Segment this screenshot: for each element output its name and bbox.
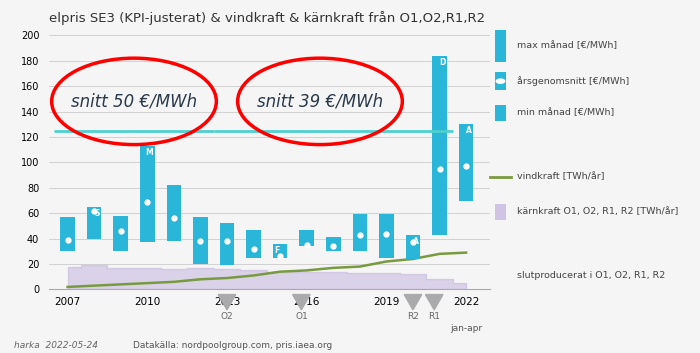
- Bar: [193, 217, 208, 264]
- Text: elpris SE3 (KPI-justerat) & vindkraft & kärnkraft från O1,O2,R1,R2: elpris SE3 (KPI-justerat) & vindkraft & …: [49, 11, 485, 25]
- Bar: [326, 237, 341, 251]
- Text: O1: O1: [295, 312, 308, 321]
- Text: S: S: [94, 209, 100, 218]
- Text: jan-apr: jan-apr: [450, 324, 482, 333]
- Text: kärnkraft O1, O2, R1, R2 [TWh/år]: kärnkraft O1, O2, R1, R2 [TWh/år]: [517, 207, 678, 216]
- Text: max månad [€/MWh]: max månad [€/MWh]: [517, 41, 617, 50]
- Text: harka  2022-05-24: harka 2022-05-24: [14, 341, 98, 350]
- Text: årsgenomsnitt [€/MWh]: årsgenomsnitt [€/MWh]: [517, 76, 629, 86]
- Text: slutproducerat i O1, O2, R1, R2: slutproducerat i O1, O2, R1, R2: [517, 271, 665, 280]
- Text: snitt 50 €/MWh: snitt 50 €/MWh: [71, 92, 197, 110]
- Bar: [220, 223, 235, 265]
- Text: F: F: [274, 246, 279, 255]
- Text: A: A: [413, 237, 419, 246]
- Bar: [246, 230, 261, 258]
- Bar: [379, 215, 393, 258]
- Text: vindkraft [TWh/år]: vindkraft [TWh/år]: [517, 172, 604, 181]
- Text: R2: R2: [407, 312, 419, 321]
- Text: snitt 39 €/MWh: snitt 39 €/MWh: [257, 92, 383, 110]
- Bar: [432, 56, 447, 235]
- Bar: [273, 244, 288, 258]
- Text: D: D: [439, 58, 445, 66]
- Bar: [60, 217, 75, 251]
- Text: min månad [€/MWh]: min månad [€/MWh]: [517, 108, 614, 118]
- Polygon shape: [293, 294, 310, 310]
- Text: A: A: [466, 126, 472, 135]
- Polygon shape: [218, 294, 236, 310]
- Bar: [167, 185, 181, 241]
- Bar: [140, 146, 155, 243]
- Polygon shape: [404, 294, 421, 310]
- Text: Datakälla: nordpoolgroup.com, pris.iaea.org: Datakälla: nordpoolgroup.com, pris.iaea.…: [133, 341, 332, 350]
- Bar: [300, 230, 314, 246]
- Bar: [406, 235, 420, 259]
- Polygon shape: [426, 294, 443, 310]
- Text: R1: R1: [428, 312, 440, 321]
- Text: O2: O2: [220, 312, 233, 321]
- Bar: [353, 215, 367, 251]
- Text: M: M: [146, 148, 153, 157]
- Bar: [113, 216, 128, 251]
- Bar: [458, 124, 473, 201]
- Bar: [87, 207, 101, 239]
